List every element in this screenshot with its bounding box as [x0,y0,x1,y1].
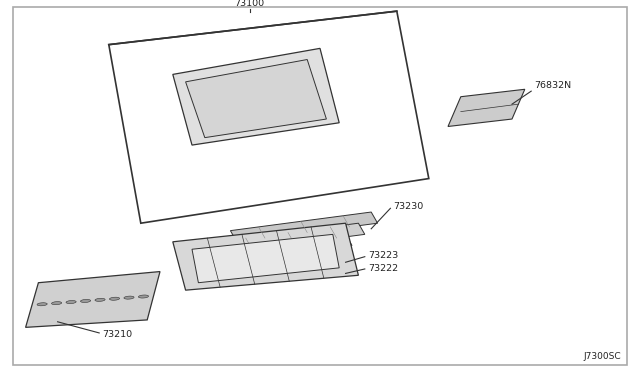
Ellipse shape [109,297,120,300]
Text: 73223: 73223 [368,251,398,260]
Ellipse shape [124,296,134,299]
Polygon shape [192,234,339,283]
Ellipse shape [95,298,105,301]
Polygon shape [218,223,365,253]
Text: 73222: 73222 [368,264,398,273]
Polygon shape [109,11,429,223]
Polygon shape [186,60,326,138]
Polygon shape [230,212,378,242]
Polygon shape [192,246,339,275]
Polygon shape [134,26,403,205]
Ellipse shape [138,295,148,298]
Text: 76832N: 76832N [534,81,572,90]
Text: 73230: 73230 [394,202,424,211]
Polygon shape [26,272,160,327]
Text: 73100: 73100 [234,0,265,8]
Polygon shape [173,48,339,145]
Ellipse shape [52,302,61,305]
Ellipse shape [81,299,91,302]
Ellipse shape [37,303,47,306]
Text: J7300SC: J7300SC [583,352,621,361]
Polygon shape [173,223,358,290]
Polygon shape [448,89,525,126]
Text: 73210: 73210 [102,330,132,339]
Polygon shape [205,234,352,264]
Ellipse shape [66,301,76,304]
